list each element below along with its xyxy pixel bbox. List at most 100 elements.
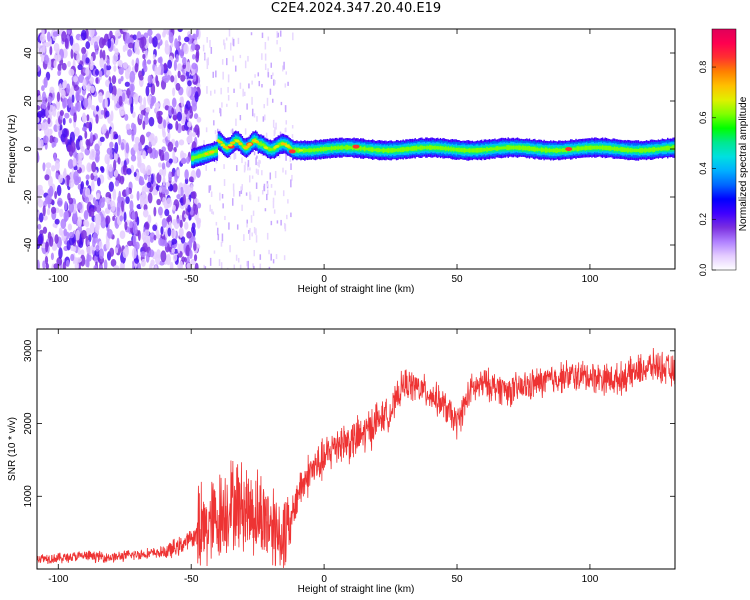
spectrogram-cell — [268, 266, 271, 269]
snr-panel: -100 -50 0 50 100 1000 2000 3000 Height of str… — [7, 328, 676, 595]
spectrogram-band-cell — [337, 145, 339, 151]
spectrogram-cell — [247, 163, 249, 171]
spectrogram-band-cell — [321, 147, 323, 151]
spectrogram-cell — [145, 106, 151, 113]
spectrogram-cell — [284, 83, 287, 88]
spectrogram-cell — [116, 237, 120, 250]
spectrogram-cell — [246, 223, 248, 228]
spectrogram-cell — [176, 193, 181, 200]
spectrogram-cell — [124, 221, 128, 231]
spectrogram-band-cell — [593, 145, 596, 150]
spectrogram-cell — [177, 29, 183, 33]
spectrogram-cell — [63, 210, 69, 222]
spectrogram-cell — [177, 243, 181, 254]
spectrogram-band-cell — [431, 145, 434, 150]
spectrogram-band-cell — [193, 156, 196, 160]
spectrogram-cell — [155, 254, 161, 266]
spectrogram-band-cell — [366, 147, 369, 151]
spectrogram-cell — [285, 127, 287, 133]
spectrogram-cell — [273, 79, 275, 86]
spectrogram-cell — [291, 174, 293, 181]
spectrogram-cell — [139, 114, 144, 120]
spectrogram-band-cell — [531, 146, 533, 151]
x-tick-label: -100 — [48, 574, 68, 585]
spectrogram-band-cell — [564, 148, 567, 152]
spectrogram-cell — [70, 48, 74, 60]
spectrogram-cell — [226, 58, 228, 66]
spectrogram-cell — [108, 82, 113, 94]
colorbar-ticks: 0.0 0.2 0.4 0.6 0.8 — [698, 61, 716, 276]
spectrogram-cell — [56, 122, 60, 133]
spectrogram-cell — [175, 82, 181, 91]
spectrogram-cell — [71, 94, 75, 104]
spectrogram-band-cell — [483, 147, 485, 152]
spectrogram-cell — [85, 57, 90, 64]
spectrogram-y-ticks: -40 -20 0 20 40 — [23, 47, 675, 252]
spectrogram-cell — [52, 106, 57, 118]
spectrogram-cell — [133, 143, 139, 151]
spectrogram-band-cell — [441, 146, 443, 151]
spectrogram-cell — [244, 165, 246, 171]
spectrogram-band-cell — [647, 148, 649, 152]
spectrogram-cell — [134, 258, 140, 264]
spectrogram-band-cell — [655, 147, 657, 151]
spectrogram-band-cell — [625, 148, 628, 152]
spectrogram-band-cell — [583, 146, 585, 150]
spectrogram-cell — [264, 114, 266, 121]
spectrogram-cell — [54, 234, 59, 244]
spectrogram-cell — [51, 141, 55, 149]
spectrogram-cell — [54, 218, 60, 225]
spectrogram-cell — [284, 105, 287, 113]
spectrogram-band-cell — [562, 148, 564, 153]
spectrogram-band-cell — [361, 147, 363, 150]
spectrogram-cell — [270, 184, 273, 188]
spectrogram-cell — [251, 80, 253, 85]
spectrogram-band-cell — [641, 148, 644, 153]
spectrogram-cell — [121, 200, 125, 212]
spectrogram-cell — [42, 205, 46, 217]
spectrogram-cell — [259, 263, 262, 269]
spectrogram-cell — [238, 191, 241, 197]
spectrogram-band-cell — [543, 148, 545, 152]
spectrogram-band-cell — [374, 148, 377, 152]
spectrogram-cell — [171, 107, 175, 115]
spectrogram-cell — [194, 124, 200, 136]
spectrogram-cell — [191, 54, 196, 60]
spectrogram-cell — [142, 53, 146, 60]
spectrogram-band-cell — [623, 147, 625, 153]
spectrogram-band-cell — [487, 147, 489, 151]
spectrogram-cell — [168, 32, 174, 44]
spectrogram-band-cell — [439, 145, 442, 151]
spectrogram-cell — [37, 138, 41, 149]
spectrogram-band-cell — [547, 148, 549, 152]
spectrogram-band-cell — [419, 145, 422, 151]
spectrogram-band-cell — [506, 145, 508, 151]
spectrogram-cell — [43, 125, 50, 137]
spectrogram-cell — [252, 210, 255, 216]
spectrogram-band-cell — [617, 147, 620, 151]
spectrogram-cell — [222, 71, 224, 80]
colorbar-tick-label: 0.6 — [698, 112, 708, 125]
spectrogram-cell — [223, 179, 226, 186]
spectrogram-cell — [95, 77, 99, 84]
spectrogram-band-cell — [407, 146, 410, 152]
spectrogram-cell — [144, 229, 150, 237]
spectrogram-band-cell — [636, 148, 638, 152]
spectrogram-cell — [83, 209, 89, 221]
spectrogram-band-cell — [664, 146, 666, 151]
spectrogram-cell — [149, 237, 154, 243]
spectrogram-cell — [110, 110, 114, 122]
spectrogram-cell — [47, 117, 51, 125]
spectrogram-cell — [116, 206, 120, 218]
spectrogram-cell — [174, 38, 179, 49]
spectrogram-cell — [77, 64, 83, 71]
spectrogram-band-cell — [635, 148, 637, 153]
spectrogram-cell — [38, 233, 43, 246]
spectrogram-cell — [272, 197, 275, 202]
spectrogram-band-cell — [329, 147, 331, 150]
spectrogram-band-cell — [478, 147, 480, 153]
spectrogram-cell — [228, 222, 230, 230]
spectrogram-cell — [247, 55, 249, 62]
spectrogram-cell — [220, 262, 223, 269]
spectrogram-band-cell — [576, 146, 579, 152]
